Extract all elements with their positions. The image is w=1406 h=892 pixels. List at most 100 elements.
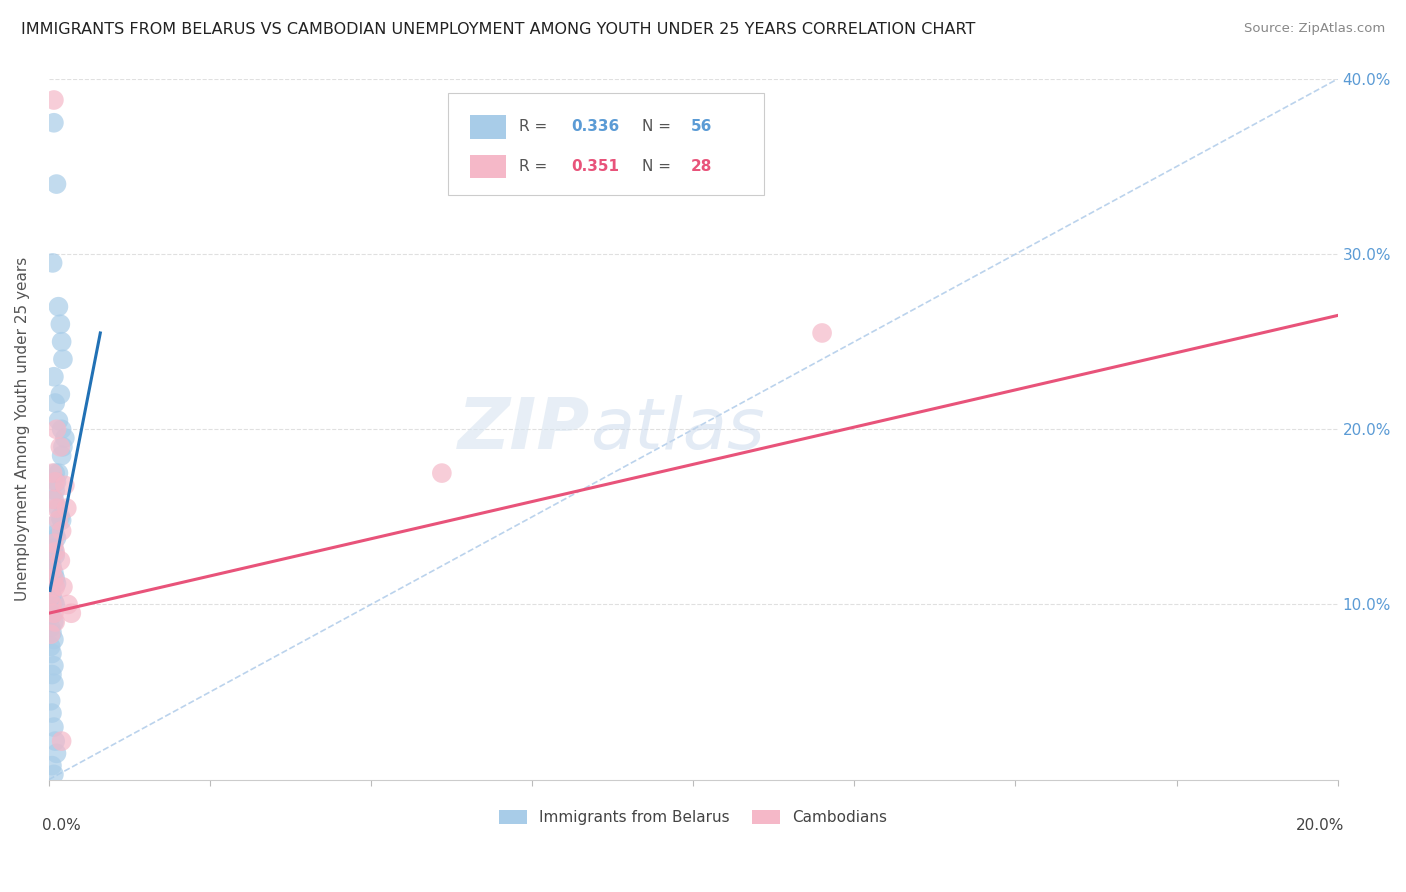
Text: 20.0%: 20.0% (1296, 818, 1344, 833)
Point (39, 640, 62, 654)
Point (44, 615, 66, 629)
Point (42, 536, 65, 550)
Point (42, 606, 65, 620)
Point (45, 576, 67, 591)
Point (51, 334, 73, 349)
Point (41, 706, 63, 720)
Point (52, 440, 75, 454)
Text: 0.336: 0.336 (571, 120, 619, 134)
Point (42, 571, 65, 585)
Point (42, 492, 65, 507)
Point (42, 767, 65, 781)
Point (42, 676, 65, 690)
Point (45, 501, 67, 516)
Point (44, 580, 66, 594)
Point (48, 513, 70, 527)
Point (39, 627, 62, 641)
Text: R =: R = (519, 159, 553, 174)
Point (45, 177, 67, 191)
Point (51, 449, 73, 463)
Text: 28: 28 (690, 159, 711, 174)
Point (44, 571, 66, 585)
Point (41, 558, 63, 573)
Text: R =: R = (519, 120, 553, 134)
Point (52, 580, 75, 594)
Point (41, 667, 63, 681)
Point (39, 603, 62, 617)
Point (44, 545, 66, 559)
Point (45, 531, 67, 545)
Text: N =: N = (641, 159, 675, 174)
Point (39, 589, 62, 603)
Text: IMMIGRANTS FROM BELARUS VS CAMBODIAN UNEMPLOYMENT AMONG YOUTH UNDER 25 YEARS COR: IMMIGRANTS FROM BELARUS VS CAMBODIAN UNE… (21, 22, 976, 37)
Point (42, 492, 65, 507)
Point (811, 326, 834, 340)
FancyBboxPatch shape (449, 93, 763, 194)
Point (45, 422, 67, 436)
Point (42, 658, 65, 673)
Point (41, 589, 63, 603)
Point (39, 554, 62, 568)
Point (41, 758, 63, 772)
Text: ZIP: ZIP (458, 395, 591, 464)
Point (42, 369, 65, 384)
Point (41, 256, 63, 270)
Bar (470, 115, 506, 138)
Point (44, 396, 66, 410)
Point (42, 93, 65, 107)
Point (41, 598, 63, 612)
Point (42, 615, 65, 629)
Bar (470, 155, 506, 178)
Point (42, 632, 65, 647)
Point (44, 734, 66, 748)
Point (44, 527, 66, 541)
Point (44, 475, 66, 489)
Point (49, 317, 72, 331)
Point (56, 501, 79, 516)
Point (41, 562, 63, 576)
Text: 0.351: 0.351 (571, 159, 619, 174)
Point (51, 422, 73, 436)
Point (51, 513, 73, 527)
Point (45, 747, 67, 761)
Point (53, 478, 76, 492)
Point (42, 518, 65, 533)
Point (49, 440, 72, 454)
Point (52, 352, 75, 367)
Point (42, 594, 65, 608)
Point (39, 620, 62, 634)
Point (49, 509, 72, 524)
Point (44, 483, 66, 498)
Point (44, 466, 66, 480)
Point (41, 607, 63, 622)
Point (39, 694, 62, 708)
Point (53, 431, 76, 445)
Point (430, 466, 453, 480)
Point (42, 116, 65, 130)
Point (51, 734, 73, 748)
Point (41, 647, 63, 661)
Text: Source: ZipAtlas.com: Source: ZipAtlas.com (1244, 22, 1385, 36)
Point (42, 720, 65, 734)
Point (41, 536, 63, 550)
Point (42, 566, 65, 580)
Point (41, 625, 63, 640)
Text: 0.0%: 0.0% (42, 818, 82, 833)
Point (49, 387, 72, 401)
Point (49, 554, 72, 568)
Y-axis label: Unemployment Among Youth under 25 years: Unemployment Among Youth under 25 years (15, 257, 30, 601)
Point (44, 598, 66, 612)
Point (39, 583, 62, 598)
Text: 56: 56 (690, 120, 711, 134)
Point (48, 413, 70, 427)
Text: atlas: atlas (591, 395, 765, 464)
Point (56, 598, 79, 612)
Point (41, 466, 63, 480)
Legend: Immigrants from Belarus, Cambodians: Immigrants from Belarus, Cambodians (494, 805, 893, 831)
Point (42, 541, 65, 556)
Point (44, 549, 66, 563)
Point (48, 300, 70, 314)
Text: N =: N = (641, 120, 675, 134)
Point (45, 475, 67, 489)
Point (60, 606, 83, 620)
